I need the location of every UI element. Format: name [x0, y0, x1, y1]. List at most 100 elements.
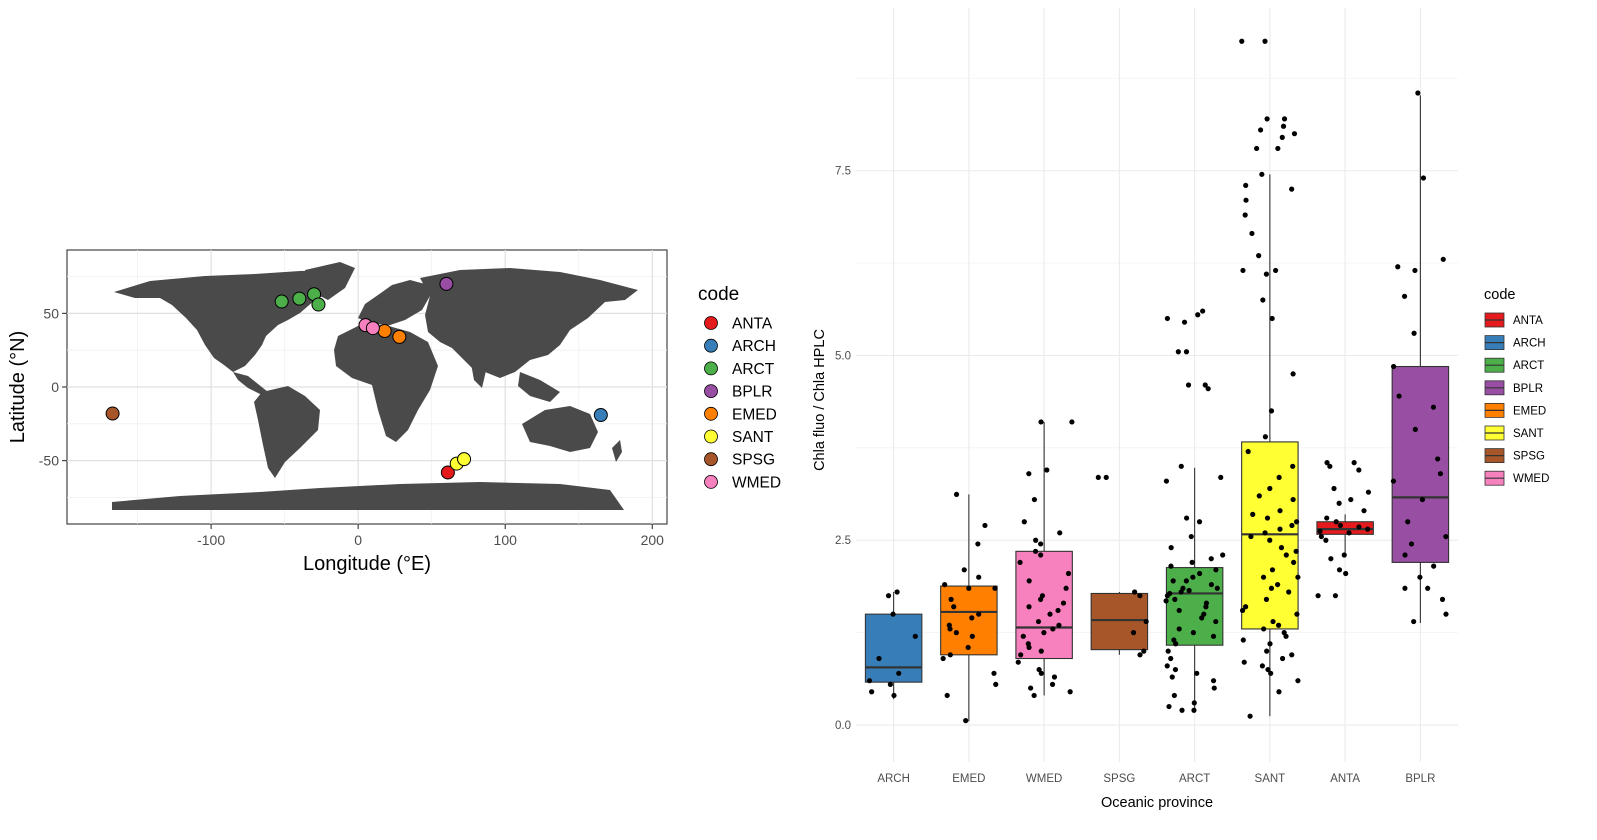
box-jitter-points: [866, 38, 1449, 724]
box-point: [1289, 186, 1295, 192]
box-point: [976, 574, 982, 580]
box-point: [1188, 533, 1194, 540]
box-legend-label: WMED: [1513, 473, 1549, 485]
box-point: [1440, 256, 1446, 262]
box-point: [1041, 630, 1047, 636]
box-point: [1286, 589, 1292, 595]
box-point: [1240, 637, 1246, 643]
box-point: [1035, 618, 1042, 625]
box-point: [1254, 145, 1260, 152]
map-legend-title: code: [698, 284, 739, 305]
africa-shape: [334, 325, 438, 442]
box-point: [993, 681, 999, 687]
box-point: [1243, 182, 1249, 189]
box-point: [1264, 648, 1270, 654]
map-legend-label: WMED: [732, 474, 781, 491]
box-y-tick-label: 7.5: [835, 166, 851, 178]
box-point: [1249, 230, 1255, 237]
box-point: [1289, 652, 1295, 658]
box-point: [1020, 633, 1026, 639]
box-point: [1165, 648, 1171, 654]
box-point: [1356, 524, 1362, 530]
box-point: [1243, 197, 1249, 203]
box-point: [1031, 496, 1038, 503]
box-point: [1180, 585, 1186, 591]
box-point: [966, 585, 972, 591]
box-point: [1256, 493, 1262, 499]
box-point: [1401, 293, 1408, 299]
map-x-tick-label: 0: [354, 532, 362, 548]
box-point: [1164, 315, 1171, 322]
box-point: [1038, 648, 1044, 654]
box-point: [1179, 707, 1185, 713]
box-point: [1164, 663, 1170, 669]
box-point: [1245, 448, 1251, 455]
map-x-tick-label: -100: [197, 532, 225, 548]
box-panel: 0.02.55.07.5 ARCH EMED WMED SPSG ARCT SANT ANT…: [812, 8, 1549, 811]
box-point: [1183, 578, 1189, 584]
box-anta: [1316, 521, 1374, 535]
box-x-tick-label: EMED: [952, 773, 985, 785]
box-point: [1242, 212, 1248, 218]
box-point: [1056, 622, 1062, 628]
box-point: [1190, 630, 1196, 636]
map-legend-key: [704, 338, 718, 353]
box-point: [1169, 674, 1175, 680]
box-legend-title: code: [1484, 287, 1515, 303]
box-point: [1028, 685, 1034, 691]
asia-shape: [420, 268, 638, 378]
box-point: [1257, 127, 1264, 133]
box-point: [1172, 596, 1178, 602]
map-legend-key: [704, 361, 718, 376]
box-point: [1103, 474, 1109, 481]
map-legend-key: [704, 384, 718, 399]
box-point: [1278, 545, 1285, 551]
box-point: [1267, 485, 1273, 492]
map-panel: -100 0 100 200 -50 0 50 Longitude (°E) Latitu…: [7, 249, 781, 575]
box-point: [891, 692, 897, 699]
box-x-tick-label: ARCT: [1179, 773, 1210, 785]
box-point: [1268, 670, 1274, 676]
box-point: [1324, 460, 1330, 466]
box-point: [969, 615, 975, 621]
box-emed: [940, 585, 998, 656]
box-bplr: [1391, 365, 1450, 563]
box-point: [1176, 626, 1182, 632]
box-point: [1411, 330, 1417, 336]
map-legend-label: ARCH: [732, 338, 776, 355]
box-point: [1240, 267, 1246, 274]
box-legend-label: SPSG: [1513, 451, 1545, 463]
box-point: [1402, 552, 1408, 558]
map-point-arch: [593, 407, 608, 422]
map-legend-label: ARCT: [732, 361, 775, 378]
box-point: [876, 655, 882, 662]
box-point: [869, 689, 875, 695]
box-point: [1241, 659, 1247, 665]
box-point: [1275, 145, 1281, 152]
map-point-anta: [440, 465, 455, 480]
box-point: [1032, 548, 1039, 554]
box-point: [1038, 670, 1044, 676]
box-point: [1026, 644, 1032, 651]
box-boxes: [864, 95, 1450, 722]
box-point: [1405, 519, 1411, 525]
box-point: [976, 611, 982, 617]
box-point: [1328, 556, 1334, 562]
box-point: [1283, 552, 1289, 558]
box-point: [1396, 393, 1402, 399]
box-point: [1336, 567, 1343, 573]
box-point: [1239, 607, 1246, 614]
map-legend: ANTA ARCH ARCT BPLR EMED SANT SPSG WMED: [704, 316, 781, 491]
box-point: [1063, 585, 1069, 591]
box-point: [1279, 655, 1286, 662]
box-point: [1262, 38, 1268, 44]
box-point: [1415, 90, 1421, 96]
box-point: [1031, 692, 1037, 699]
map-y-tick-label: 0: [51, 379, 59, 395]
box-point: [1391, 363, 1397, 370]
box-point: [1276, 474, 1282, 481]
box-point: [1289, 522, 1295, 529]
map-y-tick-label: -50: [39, 453, 59, 469]
box-point: [1200, 308, 1206, 314]
